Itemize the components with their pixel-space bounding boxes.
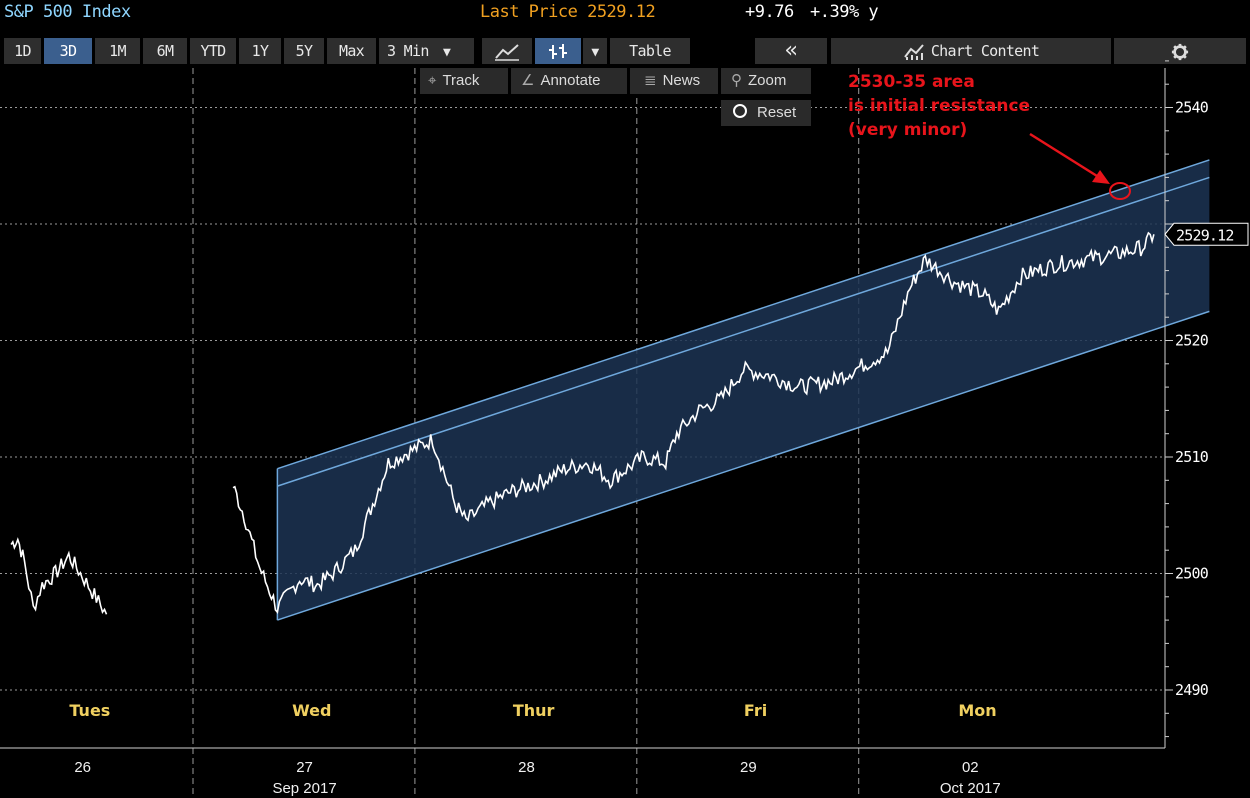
range-1d-button[interactable]: 1D <box>4 38 41 64</box>
x-month-label: Oct 2017 <box>940 780 1001 797</box>
y-tick-label: 2490 <box>1175 681 1209 699</box>
line-chart-icon <box>495 43 519 61</box>
chart-type-dropdown[interactable]: ▼ <box>583 38 607 64</box>
chevron-down-icon: ▼ <box>591 45 599 60</box>
day-label: Tues <box>69 701 110 720</box>
x-tick-label: 29 <box>740 759 757 776</box>
channel-line-lower <box>277 310 1210 621</box>
chart-content-icon <box>904 43 924 60</box>
last-price-tag <box>1164 222 1249 246</box>
annotation-line-2: is initial resistance <box>848 96 1031 116</box>
reset-button[interactable]: Reset <box>721 100 811 126</box>
x-tick-label: 27 <box>296 759 313 776</box>
y-tick-label: 2520 <box>1175 332 1209 350</box>
annotation-circle <box>1109 182 1131 200</box>
news-label: News <box>662 72 701 89</box>
toolbar: 1D 3D 1M 6M YTD 1Y 5Y Max 3 Min ▼ ▼ Tabl… <box>0 38 1250 66</box>
interval-label: 3 Min <box>387 42 429 60</box>
range-1y-button[interactable]: 1Y <box>239 38 281 64</box>
price-series <box>10 231 1155 615</box>
range-3d-button[interactable]: 3D <box>44 38 92 64</box>
x-tick-label: 28 <box>518 759 535 776</box>
reset-icon <box>733 104 747 118</box>
pencil-icon: ∠ <box>521 72 535 89</box>
line-chart-type-button[interactable] <box>482 38 532 64</box>
y-tick-label: 2500 <box>1175 565 1209 583</box>
range-5y-button[interactable]: 5Y <box>284 38 324 64</box>
crosshair-icon: ⌖ <box>428 72 437 89</box>
range-1m-button[interactable]: 1M <box>95 38 140 64</box>
channel-fill <box>277 159 1210 621</box>
day-label: Thur <box>513 701 555 720</box>
x-tick-label: 26 <box>74 759 91 776</box>
bar-chart-type-button[interactable] <box>535 38 581 64</box>
zoom-button[interactable]: ⚲ Zoom <box>721 68 811 94</box>
ticker-name[interactable]: S&P 500 Index <box>4 2 131 22</box>
ohlc-bars-icon <box>549 43 567 59</box>
x-tick-label: 02 <box>962 759 979 776</box>
collapse-button[interactable]: « <box>755 38 827 64</box>
axes: 2490 2500 2510 2520 2540 2529.12 26 27 28 29 02 Sep… <box>0 60 1249 797</box>
chart-content-label: Chart Content <box>930 42 1040 60</box>
annotate-button[interactable]: ∠ Annotate <box>511 68 627 94</box>
day-label: Mon <box>958 701 996 720</box>
news-button[interactable]: ≣ News <box>630 68 718 94</box>
title-bar: S&P 500 Index Last Price 2529.12 +9.76 +… <box>0 0 1250 24</box>
price-change: +9.76 <box>745 2 794 22</box>
double-chevron-left-icon: « <box>784 38 798 63</box>
channel-line-upper-outer <box>277 159 1210 470</box>
annotation-arrowhead <box>1092 170 1110 184</box>
annotate-label: Annotate <box>540 72 601 89</box>
last-price-label: 2529.12 <box>1176 226 1234 244</box>
table-button[interactable]: Table <box>610 38 690 64</box>
range-6m-button[interactable]: 6M <box>143 38 187 64</box>
annotation-arrow <box>1029 132 1098 178</box>
range-ytd-button[interactable]: YTD <box>190 38 236 64</box>
annotation-line-1: 2530-35 area <box>848 72 975 92</box>
range-max-button[interactable]: Max <box>327 38 376 64</box>
annotation-text: 2530-35 area is initial resistance (very… <box>848 70 1030 142</box>
price-line <box>10 231 1155 615</box>
day-label: Fri <box>744 701 767 720</box>
news-icon: ≣ <box>644 72 657 89</box>
interval-dropdown[interactable]: 3 Min ▼ <box>379 38 474 64</box>
last-price: Last Price 2529.12 <box>480 2 656 22</box>
trend-channel <box>276 159 1210 621</box>
settings-button[interactable] <box>1114 38 1246 64</box>
price-change-pct: +.39% y <box>810 2 879 22</box>
annotation-line-3: (very minor) <box>848 120 968 140</box>
chevron-down-icon: ▼ <box>443 45 451 60</box>
y-tick-label: 2540 <box>1175 99 1209 117</box>
chart-content-button[interactable]: Chart Content <box>831 38 1111 64</box>
channel-line-upper-inner <box>277 176 1210 487</box>
zoom-label: Zoom <box>748 72 787 89</box>
track-button[interactable]: ⌖ Track <box>420 68 508 94</box>
magnifier-icon: ⚲ <box>731 72 742 89</box>
reset-label: Reset <box>757 104 797 121</box>
gear-icon <box>1171 43 1189 60</box>
y-tick-label: 2510 <box>1175 448 1209 466</box>
x-month-label: Sep 2017 <box>272 780 336 797</box>
day-label: Wed <box>292 701 331 720</box>
annotation <box>1029 132 1131 200</box>
track-label: Track <box>442 72 480 89</box>
